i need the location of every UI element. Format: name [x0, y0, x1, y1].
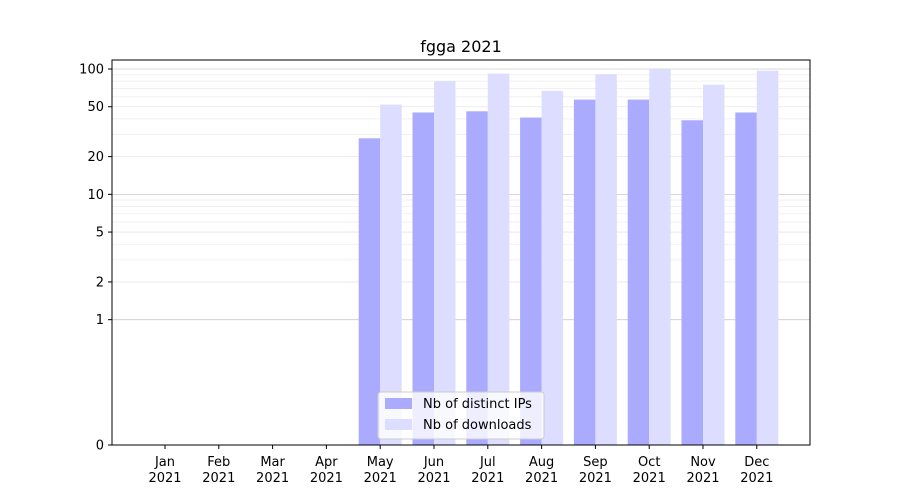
legend-swatch-downloads: [385, 419, 412, 430]
x-tick-label: Dec 2021: [740, 455, 773, 486]
chart-title: fgga 2021: [420, 37, 502, 56]
legend-label-downloads: Nb of downloads: [423, 418, 532, 433]
x-tick-label: Mar 2021: [256, 455, 289, 486]
bars: [358, 69, 779, 446]
bar-downloads: [756, 70, 779, 445]
bar-downloads: [595, 74, 617, 446]
x-tick-label: Jan 2021: [148, 455, 181, 486]
x-tick-label: Jul 2021: [471, 455, 504, 486]
bar-downloads: [434, 81, 456, 446]
bar-distinct-ips: [412, 112, 434, 445]
legend-swatch-distinct-ips: [385, 398, 412, 409]
x-axis: Jan 2021 Feb 2021 Mar 2021 Apr 2021 May 2021 Jun 20…: [148, 445, 773, 486]
bar-distinct-ips: [573, 99, 596, 445]
legend-label-distinct-ips: Nb of distinct IPs: [423, 397, 532, 412]
y-tick-label: 50: [87, 100, 104, 115]
grid: [112, 68, 810, 321]
y-axis: 0 1 2 5 10 20 50 100: [79, 63, 112, 454]
bar-distinct-ips: [358, 138, 381, 445]
legend: Nb of distinct IPs Nb of downloads: [377, 391, 545, 440]
bar-distinct-ips: [681, 120, 703, 445]
legend-box: [377, 391, 545, 440]
bar-distinct-ips: [735, 112, 757, 445]
bar-downloads: [649, 69, 671, 445]
x-tick-label: May 2021: [364, 455, 397, 486]
y-tick-label: 1: [96, 313, 104, 328]
plot-frame: [111, 59, 811, 446]
y-tick-label: 2: [96, 275, 104, 290]
y-tick-label: 100: [79, 63, 104, 78]
y-tick-label: 5: [96, 226, 104, 241]
x-tick-label: Oct 2021: [633, 455, 666, 486]
bar-downloads: [380, 104, 402, 446]
x-tick-label: Aug 2021: [525, 455, 558, 486]
y-tick-label: 10: [87, 188, 104, 203]
bar-downloads: [541, 90, 564, 445]
bar-distinct-ips: [627, 99, 650, 445]
bar-distinct-ips: [520, 117, 542, 445]
y-tick-label: 20: [87, 150, 104, 165]
x-tick-label: Feb 2021: [202, 455, 235, 486]
x-tick-label: Apr 2021: [310, 455, 343, 486]
x-tick-label: Jun 2021: [417, 455, 450, 486]
bar-distinct-ips: [466, 111, 488, 446]
x-tick-label: Sep 2021: [579, 455, 612, 486]
bar-downloads: [703, 84, 725, 446]
bar-downloads: [487, 73, 510, 445]
x-tick-label: Nov 2021: [686, 455, 719, 486]
y-tick-label: 0: [96, 439, 104, 454]
